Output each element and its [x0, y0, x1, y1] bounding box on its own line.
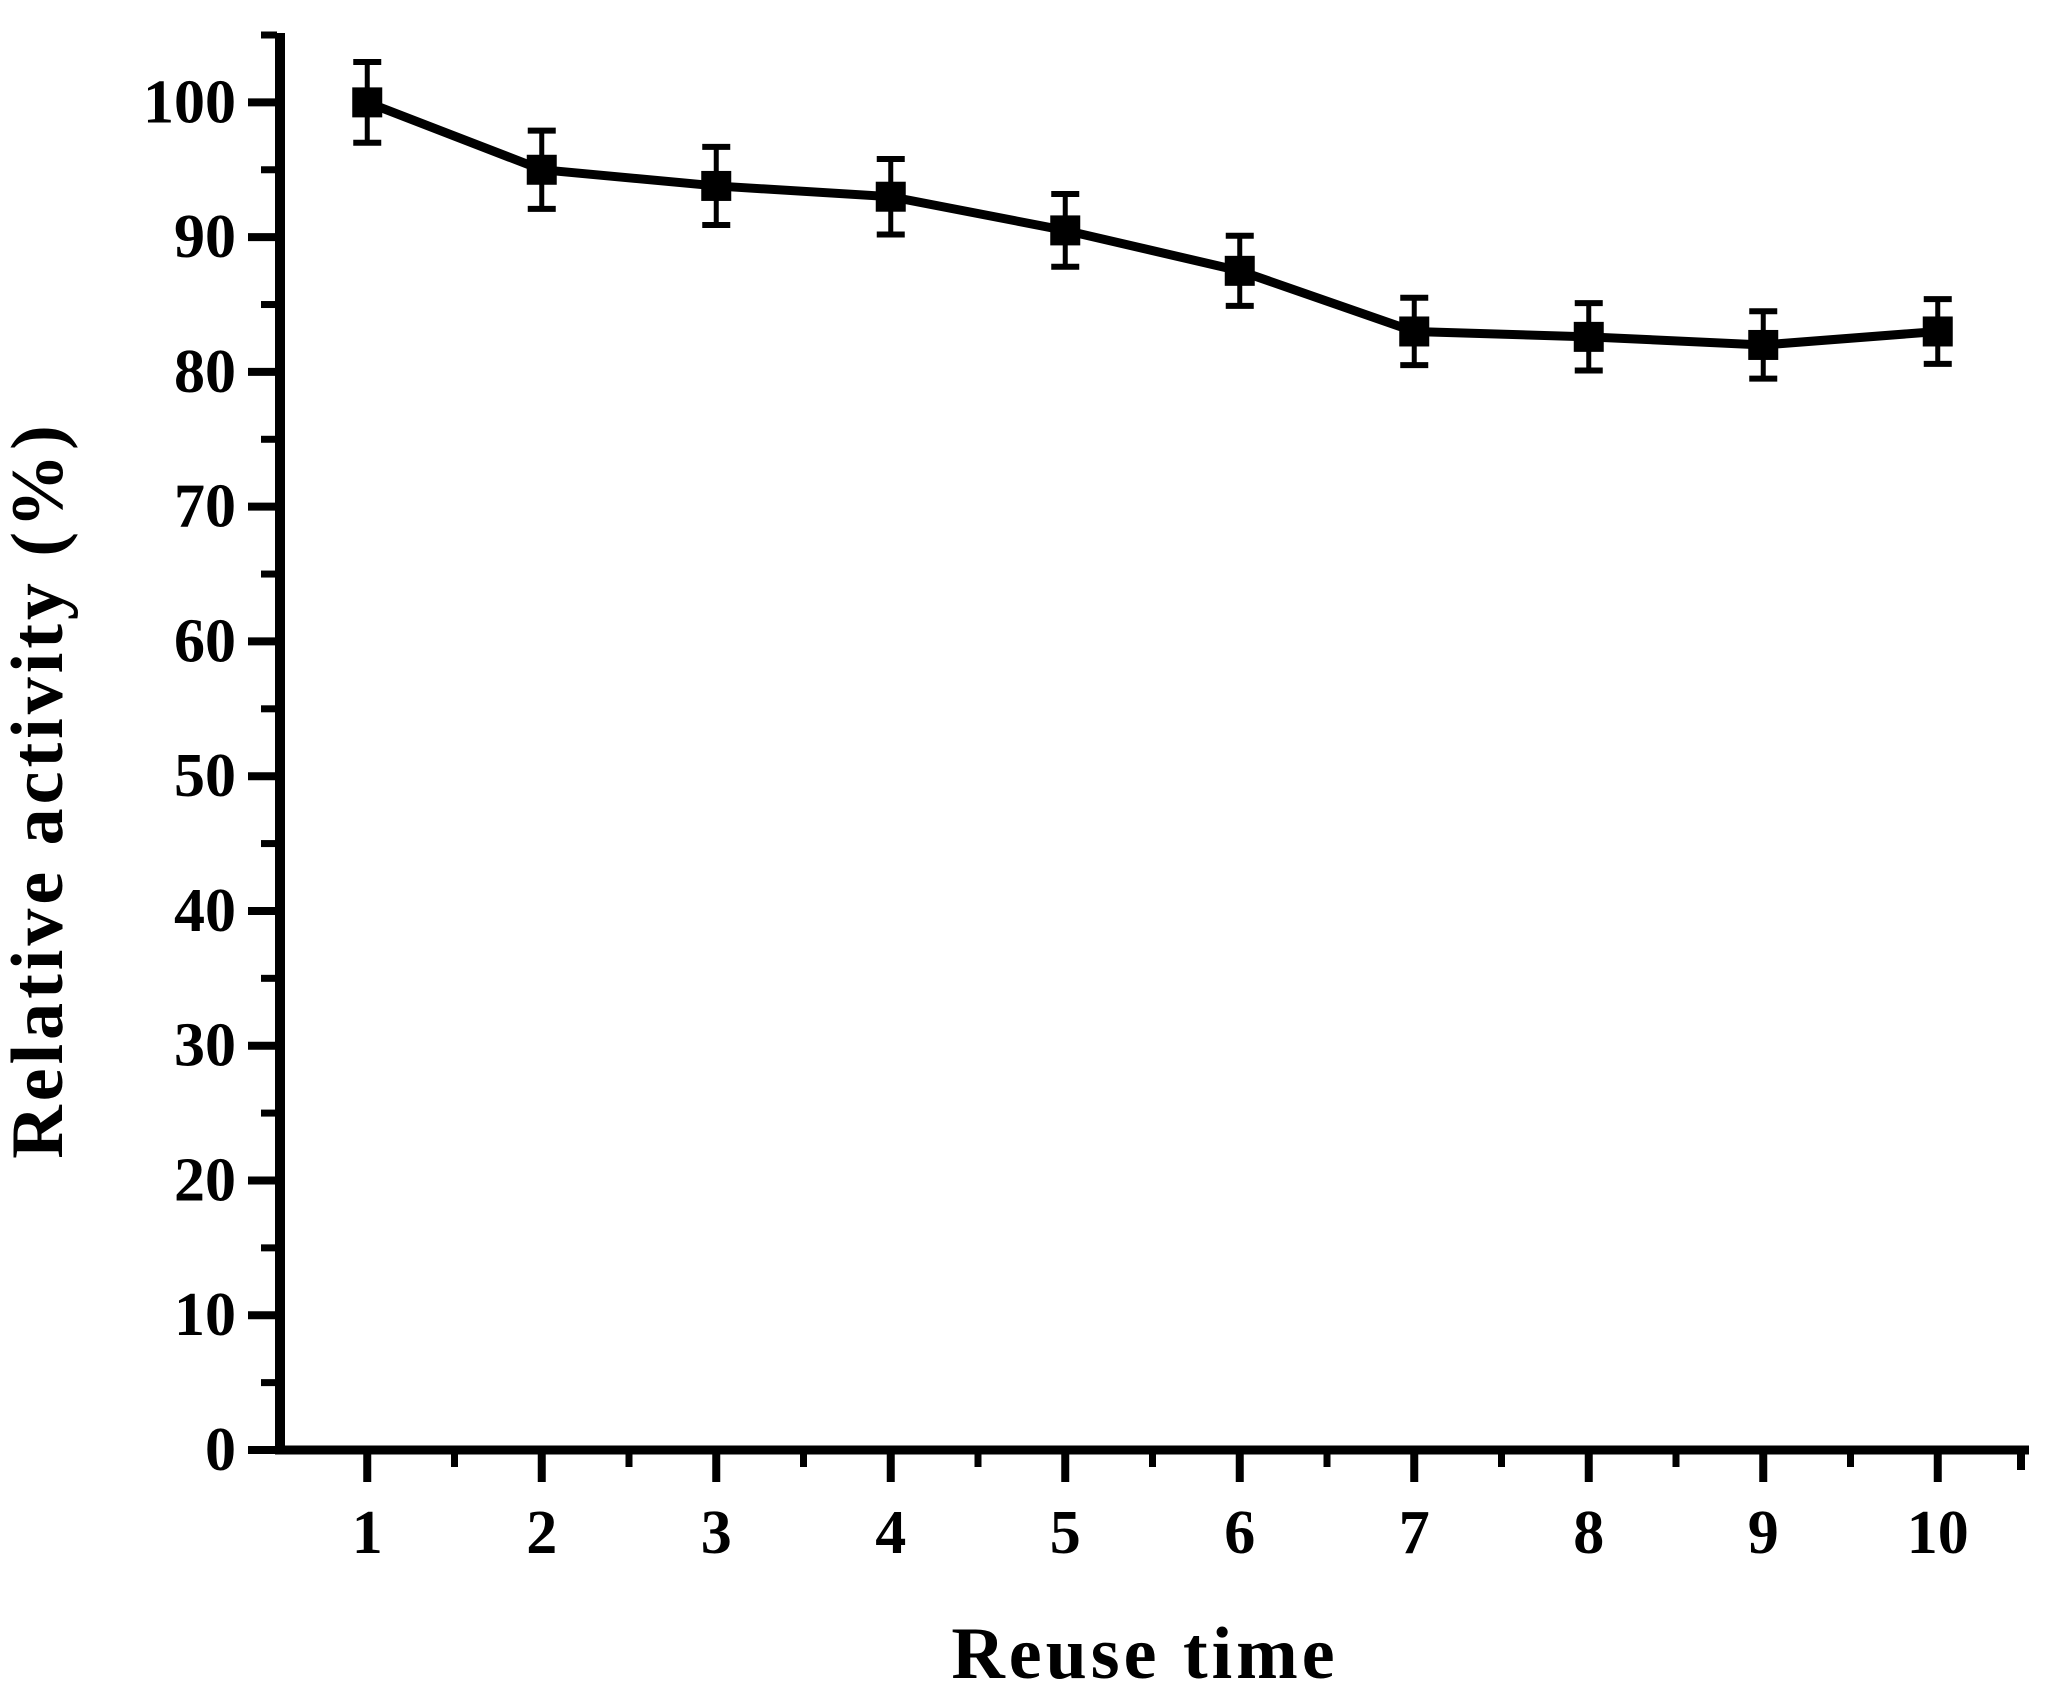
data-marker-square: [1050, 215, 1081, 246]
y-tick-label: 80: [174, 338, 236, 406]
y-axis-group: 0 10 20 30 40 50 60 70 80 90 100: [143, 31, 285, 1484]
data-marker-square: [1922, 316, 1953, 347]
y-tick-label: 40: [174, 877, 236, 945]
y-tick-label: 100: [143, 68, 236, 136]
y-tick-label: 10: [174, 1281, 236, 1349]
x-tick-label: 8: [1573, 1499, 1604, 1567]
data-marker-square: [1748, 329, 1779, 360]
x-axis-group: 1 2 3 4 5 6 7 8 9 10: [275, 1445, 2029, 1567]
x-tick-label: 6: [1224, 1499, 1255, 1567]
x-tick-label: 1: [352, 1499, 383, 1567]
x-tick-label: 5: [1050, 1499, 1081, 1567]
data-marker-square: [1399, 316, 1430, 347]
error-bars-group: [353, 58, 1952, 382]
x-tick-label: 7: [1399, 1499, 1430, 1567]
y-tick-label: 60: [174, 607, 236, 675]
data-line-group: [365, 98, 1939, 350]
y-tick-label: 20: [174, 1146, 236, 1214]
y-tick-label: 30: [174, 1012, 236, 1080]
y-tick-label: 0: [205, 1416, 236, 1484]
data-marker-square: [701, 170, 732, 201]
data-marker-square: [352, 87, 383, 118]
y-tick-label: 50: [174, 742, 236, 810]
data-marker-square: [875, 181, 906, 212]
y-axis-title: Relative activity (%): [0, 421, 79, 1158]
data-line: [365, 98, 1939, 350]
x-tick-label: 3: [701, 1499, 732, 1567]
x-tick-label: 2: [526, 1499, 557, 1567]
x-axis-title: Reuse time: [951, 1613, 1338, 1695]
data-markers-group: [352, 87, 1953, 360]
y-tick-label: 70: [174, 473, 236, 541]
data-marker-square: [526, 154, 557, 185]
x-tick-label: 9: [1748, 1499, 1779, 1567]
data-marker-square: [1573, 321, 1604, 352]
y-tick-label: 90: [174, 203, 236, 271]
x-tick-label: 10: [1907, 1499, 1969, 1567]
x-tick-label: 4: [875, 1499, 906, 1567]
data-marker-square: [1224, 255, 1255, 286]
